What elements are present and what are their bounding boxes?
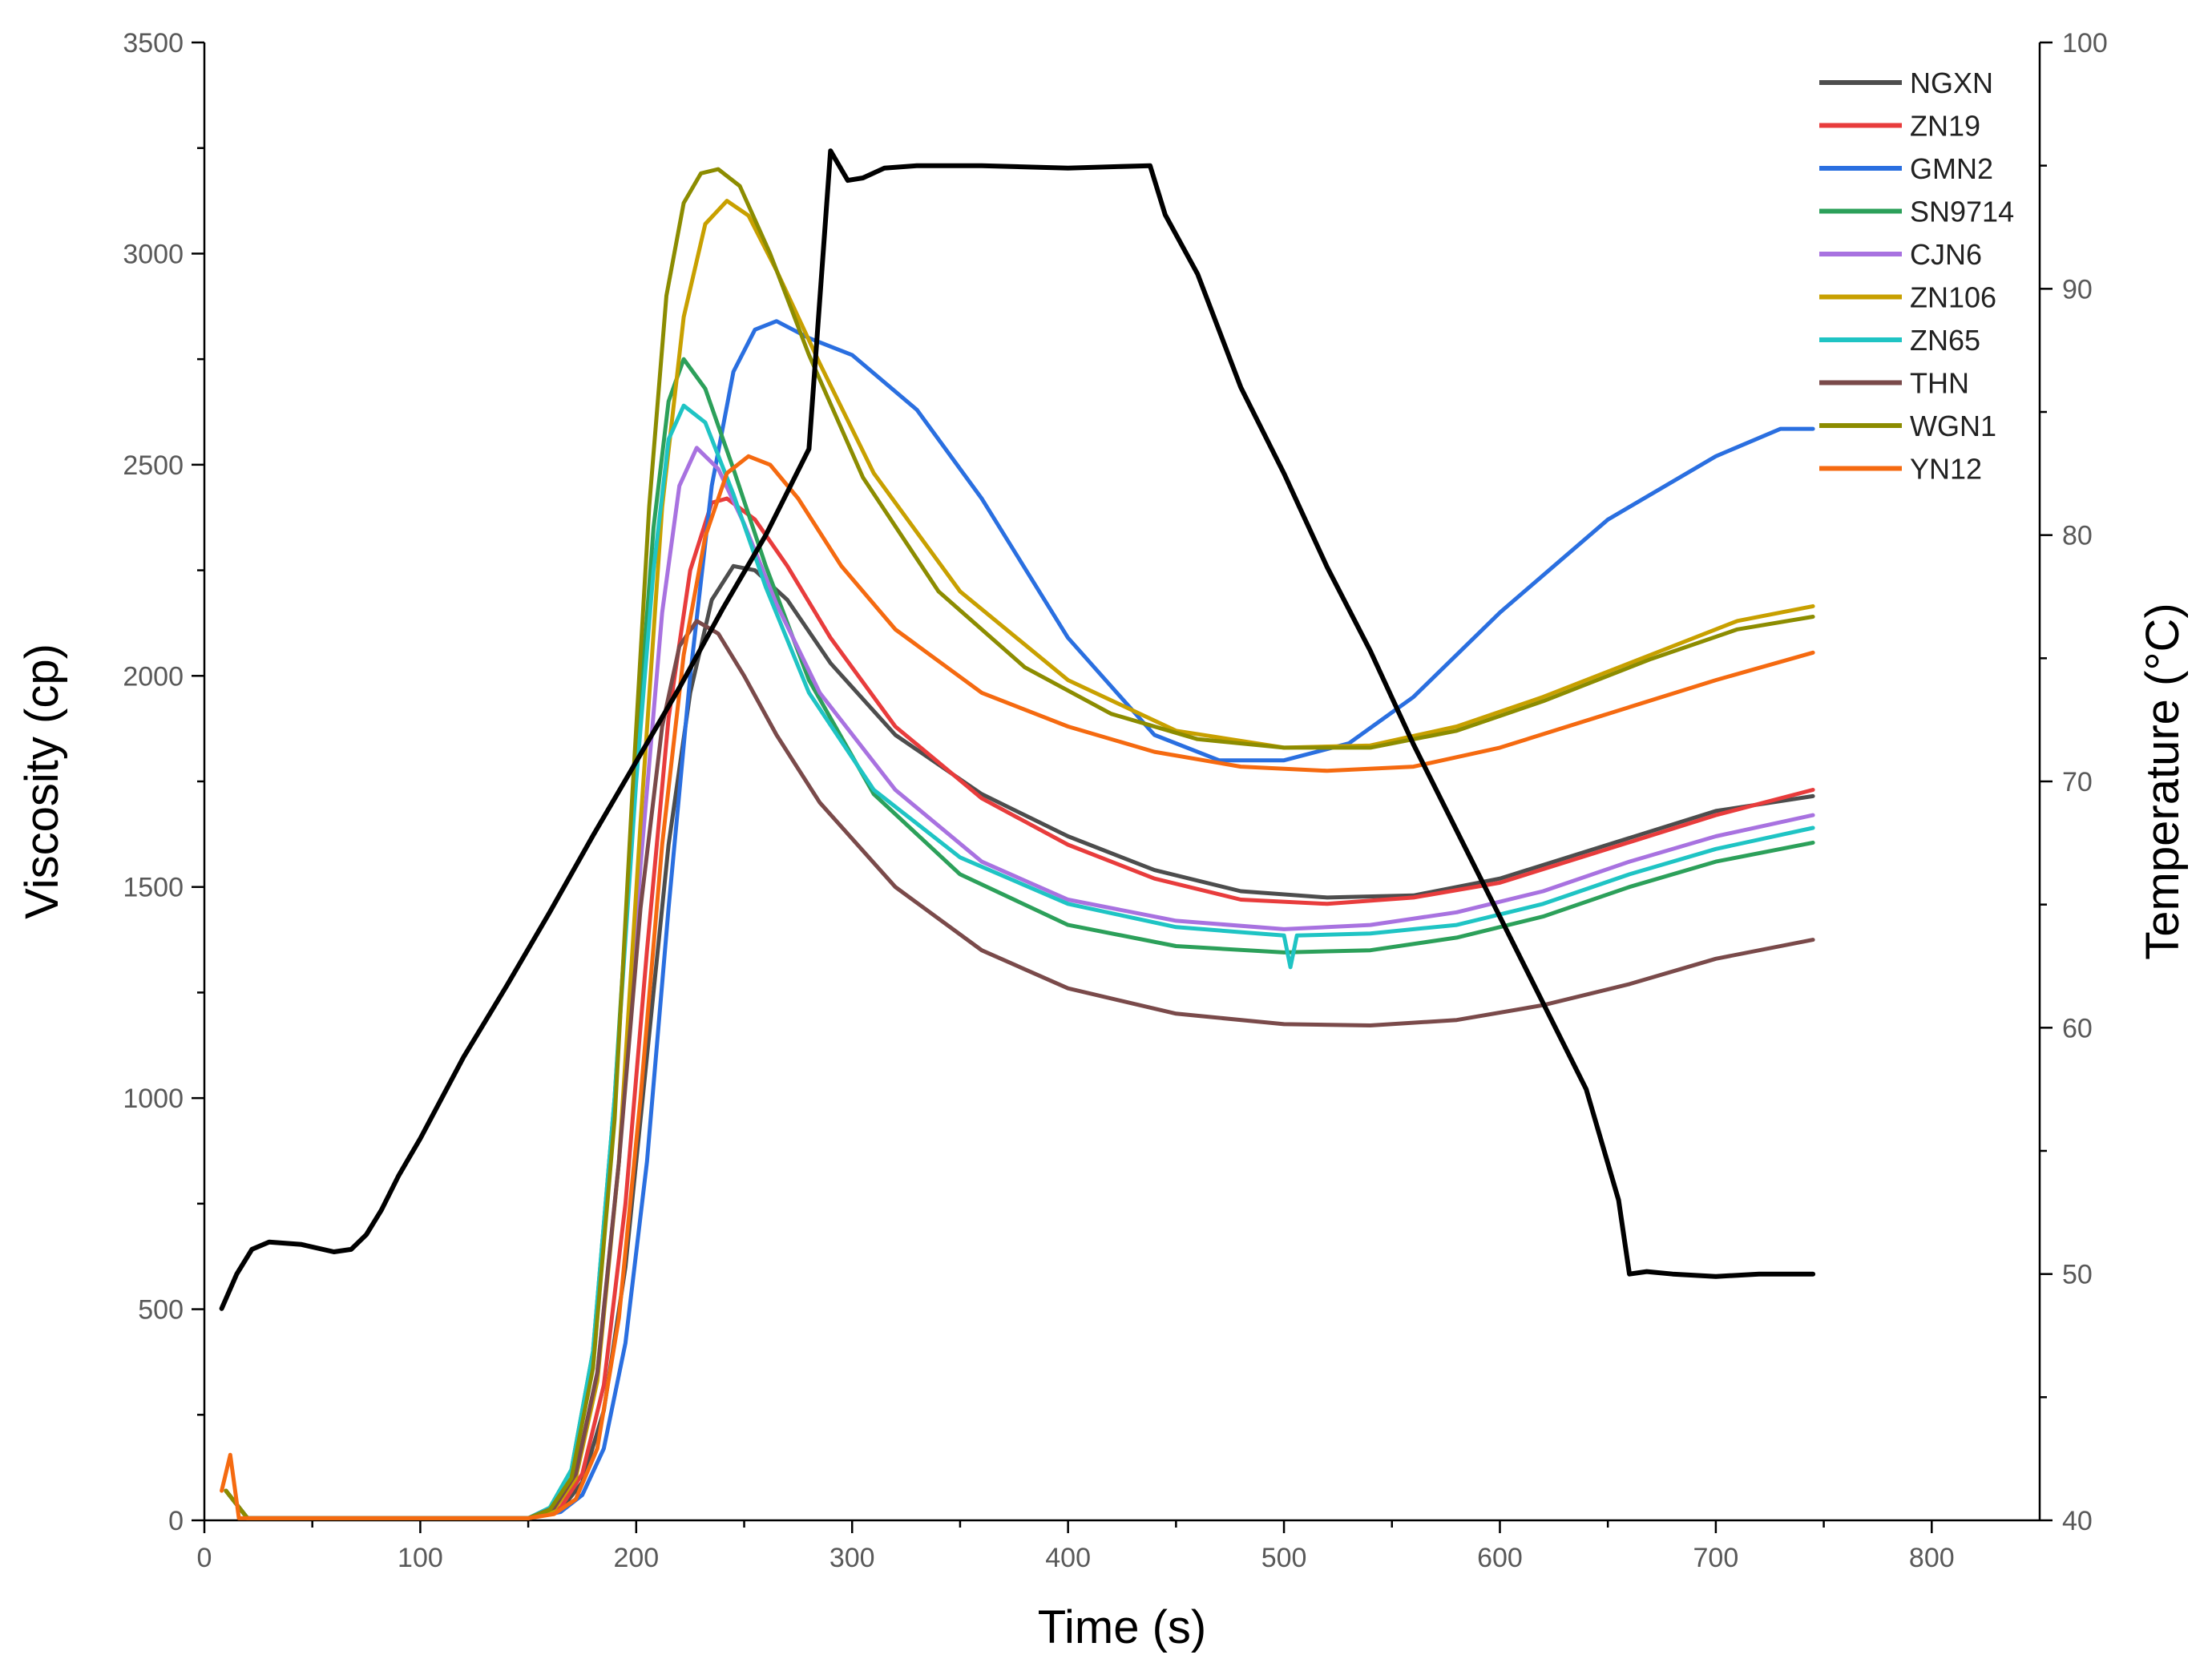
- series-line-zn19: [224, 496, 1815, 1520]
- y2-tick-label: 100: [2062, 28, 2108, 59]
- y-tick-label: 500: [138, 1295, 184, 1326]
- y2-tick-label: 40: [2062, 1506, 2093, 1536]
- legend-label-thn: THN: [1910, 367, 1969, 400]
- series-line-yn12: [220, 454, 1815, 1520]
- y-tick-label: 0: [168, 1506, 184, 1536]
- legend-label-cjn6: CJN6: [1910, 238, 1982, 271]
- series-line-zn65: [224, 403, 1815, 1520]
- y-tick-label: 1500: [123, 873, 184, 903]
- x-tick-label: 600: [1477, 1543, 1523, 1573]
- series-line-thn: [224, 619, 1815, 1520]
- series-layer: [220, 167, 1815, 1520]
- axes: 0 100 200 300 400 500 600 700 800 0 500 1000 1500 200…: [123, 28, 2107, 1573]
- legend-label-wgn1: WGN1: [1910, 410, 1996, 442]
- x-tick-label: 300: [830, 1543, 875, 1573]
- legend: NGXN ZN19 GMN2 SN9714 CJN6 ZN106 ZN65 THN WGN1 YN…: [1819, 67, 2014, 486]
- y2-tick-label: 60: [2062, 1013, 2093, 1043]
- x-tick-label: 0: [197, 1543, 212, 1573]
- y2-tick-label: 50: [2062, 1260, 2093, 1290]
- legend-label-gmn2: GMN2: [1910, 152, 1993, 185]
- legend-label-yn12: YN12: [1910, 453, 1982, 486]
- y-axis-title: Viscosity (cp): [16, 644, 68, 919]
- y-tick-label: 2500: [123, 450, 184, 481]
- y2-tick-label: 90: [2062, 274, 2093, 305]
- y-tick-label: 3500: [123, 28, 184, 59]
- series-line-cjn6: [224, 446, 1815, 1520]
- legend-label-ngxn: NGXN: [1910, 67, 1993, 99]
- legend-label-zn106: ZN106: [1910, 281, 1996, 314]
- y2-tick-label: 70: [2062, 767, 2093, 797]
- x-tick-label: 100: [398, 1543, 443, 1573]
- x-axis-title: Time (s): [1038, 1601, 1206, 1653]
- series-line-sn9714: [224, 357, 1815, 1520]
- x-tick-label: 700: [1693, 1543, 1739, 1573]
- y2-tick-label: 80: [2062, 521, 2093, 551]
- legend-label-sn9714: SN9714: [1910, 196, 2014, 228]
- legend-label-zn19: ZN19: [1910, 110, 1980, 143]
- series-line-gmn2: [224, 319, 1815, 1520]
- legend-label-zn65: ZN65: [1910, 324, 1980, 357]
- series-line-temperature: [219, 148, 1816, 1311]
- y2-axis-title: Temperature (°C): [2137, 603, 2189, 959]
- y-tick-label: 3000: [123, 239, 184, 269]
- x-tick-label: 800: [1909, 1543, 1955, 1573]
- x-tick-label: 200: [613, 1543, 659, 1573]
- temperature-layer: [219, 148, 1816, 1311]
- x-tick-label: 500: [1261, 1543, 1307, 1573]
- x-tick-label: 400: [1045, 1543, 1091, 1573]
- y-tick-label: 1000: [123, 1084, 184, 1114]
- y-tick-label: 2000: [123, 661, 184, 692]
- series-line-wgn1: [224, 167, 1815, 1520]
